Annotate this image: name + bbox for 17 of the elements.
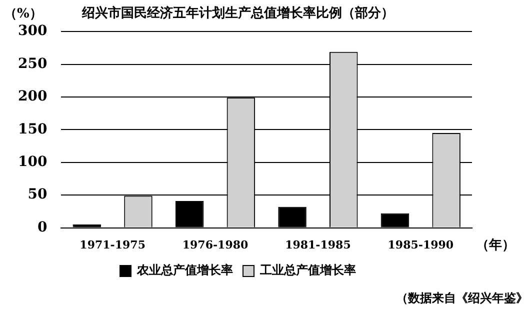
- x-tick-label: 1971-1975: [80, 238, 146, 252]
- legend-label: 工业总产值增长率: [259, 263, 356, 278]
- y-tick-label: 200: [18, 88, 48, 105]
- y-tick-label: 150: [18, 121, 48, 138]
- x-tick-label: 1985-1990: [388, 238, 454, 252]
- text: （数据来自《绍兴年鉴》: [396, 291, 528, 306]
- x-tick-label: 1981-1985: [285, 238, 351, 252]
- legend-label: 农业总产值增长率: [136, 263, 233, 278]
- y-tick-label: 100: [18, 154, 48, 170]
- x-axis-title: （年）: [476, 238, 515, 254]
- y-tick-label: 250: [18, 56, 48, 72]
- y-tick-label: 300: [18, 23, 48, 40]
- y-tick-label: 50: [28, 186, 48, 203]
- x-tick-label: 1976-1980: [182, 238, 249, 252]
- y-axis-title: （%）: [4, 6, 42, 22]
- chart-title: 绍兴市国民经济五年计划生产总值增长率比例（部分）: [81, 5, 394, 22]
- y-tick-label: 0: [37, 219, 48, 236]
